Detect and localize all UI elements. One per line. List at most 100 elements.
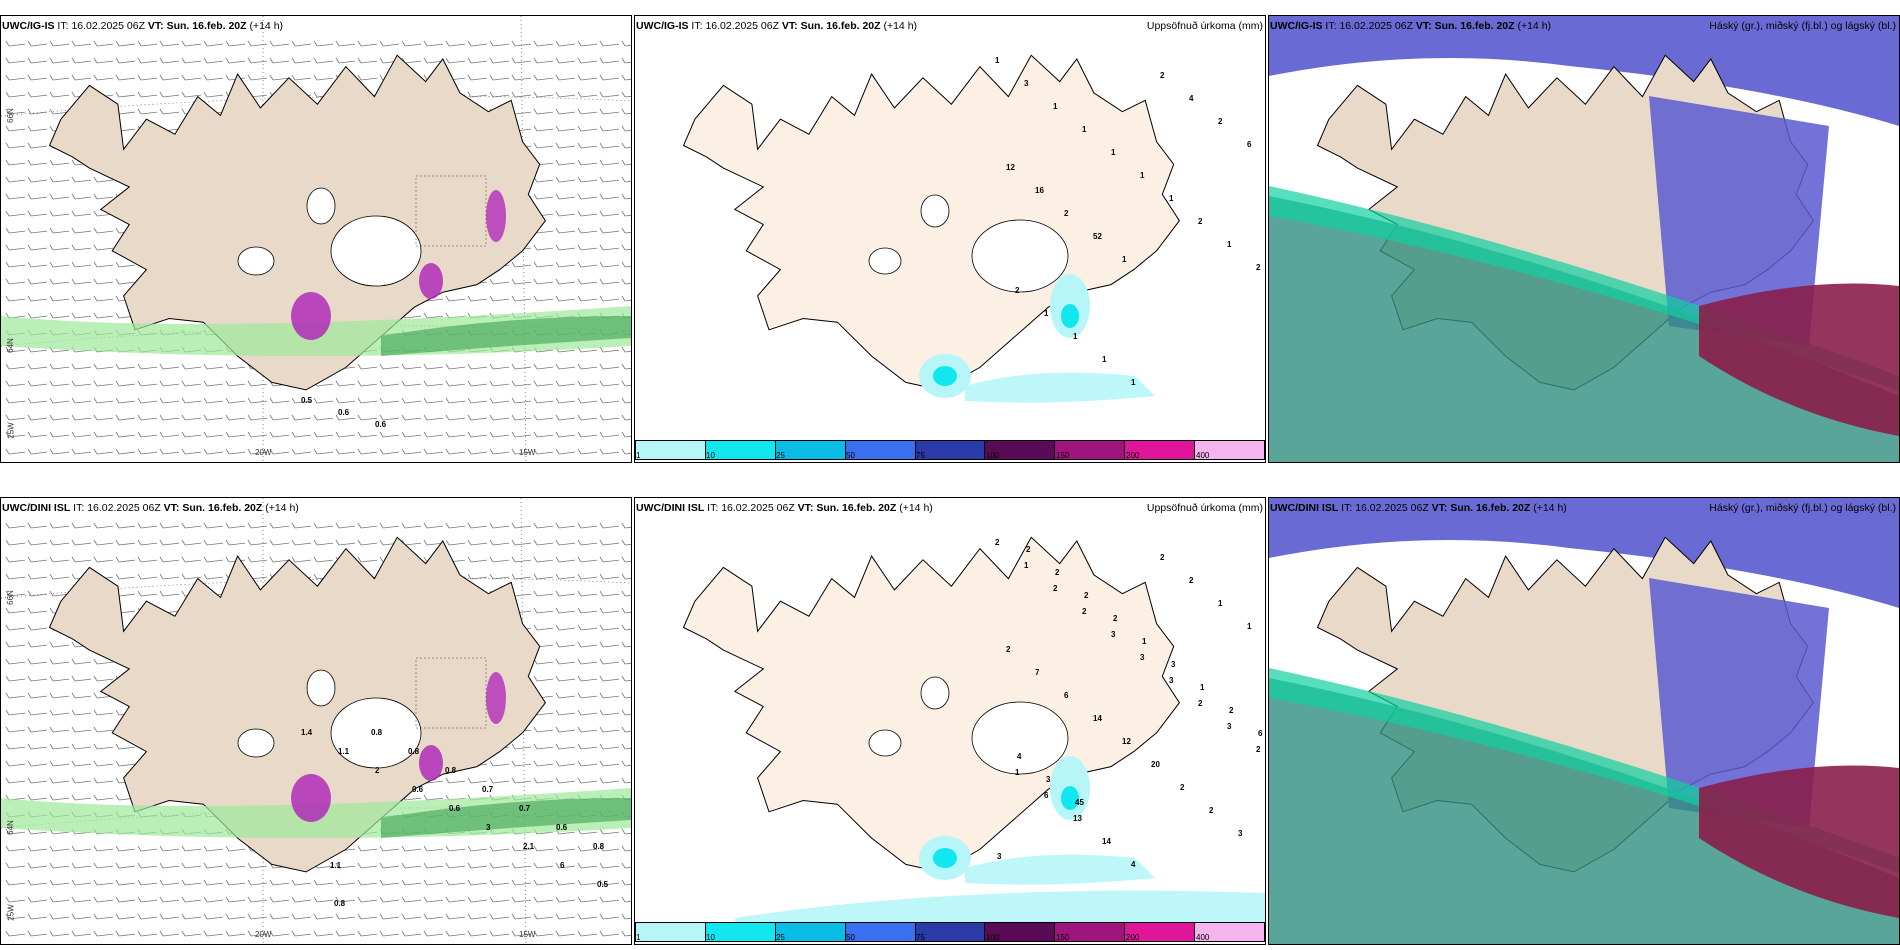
colorbar-tick: 1 [636, 451, 641, 460]
precip-value-label: 2 [1198, 699, 1203, 708]
colorbar-swatch-7 [1125, 441, 1196, 459]
precip-value-label: 1 [1015, 768, 1020, 777]
wind-value-label: 6 [560, 861, 565, 870]
precip-value-label: 12 [1006, 163, 1015, 172]
colorbar-tick: 100 [986, 451, 1000, 460]
wind-value-label: 1.1 [338, 747, 350, 756]
wind-map-bottom-svg [1, 498, 631, 944]
precip-value-label: 3 [1169, 676, 1174, 685]
precip-value-label: 3 [1046, 775, 1051, 784]
colorbar-swatch-4 [915, 441, 986, 459]
colorbar-tick: 10 [706, 451, 715, 460]
precip-value-label: 1 [1140, 171, 1145, 180]
header-precip-top: UWC/IG-IS IT: 16.02.2025 06Z VT: Sun. 16… [636, 20, 918, 32]
header-wind-top: UWC/IG-IS IT: 16.02.2025 06Z VT: Sun. 16… [2, 20, 284, 32]
colorbar-swatch-1 [705, 441, 776, 459]
header-precip-bottom: UWC/DINI ISL IT: 16.02.2025 06Z VT: Sun.… [636, 502, 933, 514]
wind-value-label: 1.4 [301, 728, 313, 737]
precip-value-label: 3 [1238, 829, 1243, 838]
lat-label: 64N [5, 820, 15, 835]
gust-blob-east [419, 745, 443, 781]
precip-value-label: 4 [1189, 94, 1194, 103]
glacier-hofsjokull [920, 194, 950, 228]
precip-value-label: 1 [1044, 309, 1049, 318]
precip-core-east [1061, 304, 1079, 328]
title-cloud-bottom: Háský (gr.), miðský (fj.bl.) og lágský (… [1709, 502, 1896, 514]
precip-value-label: 2 [1082, 607, 1087, 616]
title-precip-top: Uppsöfnuð úrkoma (mm) [1146, 20, 1263, 32]
precip-value-label: 2 [1209, 806, 1214, 815]
cloud-low-band [1269, 186, 1899, 391]
glacier-langjokull [237, 728, 275, 758]
colorbar-tick: 25 [776, 451, 785, 460]
colorbar-swatch-7 [1125, 923, 1196, 941]
hatch-area [415, 657, 487, 729]
glacier-vatnajokull [971, 219, 1069, 293]
header-wind-bottom: UWC/DINI ISL IT: 16.02.2025 06Z VT: Sun.… [2, 502, 299, 514]
colorbar-tick: 75 [916, 933, 925, 942]
colorbar-tick: 1 [636, 933, 641, 942]
lon-label: 20W [255, 448, 272, 457]
precip-map-top[interactable]: 1 3 1 1 1 1 1 2 1 2 2 1 1 1 1 2 4 2 6 12 16 2 52 1 1 10 25 50 75 100 1… [634, 15, 1266, 463]
wind-value-label: 0.7 [519, 804, 531, 813]
colorbar-swatch-3 [845, 923, 916, 941]
land-iceland [48, 54, 547, 391]
wind-value-label: 0.5 [597, 880, 609, 889]
precip-core-south [933, 366, 957, 386]
glacier-vatnajokull [971, 701, 1069, 775]
cloud-map-bottom[interactable] [1268, 497, 1900, 945]
precip-value-label: 7 [1035, 668, 1040, 677]
wind-value-label: 0.6 [338, 408, 350, 417]
precip-value-label: 1 [1218, 599, 1223, 608]
land-iceland [48, 536, 547, 873]
gust-blob-south [291, 292, 331, 340]
wind-map-top[interactable]: 0.5 0.6 0.6 66N 64N 25W 20W 15W [0, 15, 632, 463]
precip-sea-band [735, 890, 1265, 930]
colorbar-tick: 10 [706, 933, 715, 942]
precip-value-label: 52 [1093, 232, 1102, 241]
wind-value-label: 0.8 [334, 899, 346, 908]
glacier-langjokull [868, 729, 902, 757]
wind-value-label: 0.8 [593, 842, 605, 851]
precip-core-east [1061, 786, 1079, 810]
gust-blob-northeast [486, 672, 506, 724]
colorbar-tick: 150 [1056, 933, 1070, 942]
precip-value-label: 1 [1111, 148, 1116, 157]
cloud-low-band [1269, 668, 1899, 873]
colorbar-swatch-0 [636, 441, 706, 459]
glacier-langjokull [237, 246, 275, 276]
precip-value-label: 2 [1006, 645, 1011, 654]
lon-label: 15W [519, 930, 536, 939]
precip-value-label: 1 [1200, 683, 1205, 692]
wind-value-label: 0.5 [301, 396, 313, 405]
colorbar-swatch-5 [985, 923, 1056, 941]
wind-value-label: 0.6 [449, 804, 461, 813]
precip-value-label: 4 [1017, 752, 1022, 761]
precip-value-label: 2 [1084, 591, 1089, 600]
wind-value-label: 3 [486, 823, 491, 832]
cloud-map-top[interactable] [1268, 15, 1900, 463]
wind-map-bottom[interactable]: 1.4 1.1 2 0.6 0.6 3 2.1 6 0.5 0.8 0.8 0.8 0.8 0.7 0.7 0… [0, 497, 632, 945]
precip-value-label: 20 [1151, 760, 1160, 769]
lat-label: 66N [5, 108, 15, 123]
cloud-map-top-svg [1269, 16, 1899, 462]
glacier-langjokull [868, 247, 902, 275]
wind-value-label: 0.8 [408, 747, 420, 756]
precip-value-label: 2 [1160, 71, 1165, 80]
precip-value-label: 3 [1227, 722, 1232, 731]
precip-value-label: 1 [1082, 125, 1087, 134]
precip-value-label: 6 [1247, 140, 1252, 149]
precip-value-label: 1 [1024, 561, 1029, 570]
lat-label: 64N [5, 338, 15, 353]
precip-value-label: 6 [1064, 691, 1069, 700]
cloud-high-north [1269, 498, 1899, 608]
precip-value-label: 16 [1035, 186, 1044, 195]
precip-map-bottom[interactable]: 2 1 2 2 3 3 3 2 3 2 1 6 13 14 4 2 2 1 1 2 7 6 14 12 20 2 2 3 3 2 2 2 2 1 3… [634, 497, 1266, 945]
title-cloud-top: Háský (gr.), miðský (fj.bl.) og lágský (… [1709, 20, 1896, 32]
precip-value-label: 2 [1180, 783, 1185, 792]
cloud-mid-band [1269, 196, 1899, 462]
precip-value-label: 2 [1256, 263, 1261, 272]
precip-value-label: 1 [1053, 102, 1058, 111]
colorbar-swatch-3 [845, 441, 916, 459]
gust-blob-northeast [486, 190, 506, 242]
